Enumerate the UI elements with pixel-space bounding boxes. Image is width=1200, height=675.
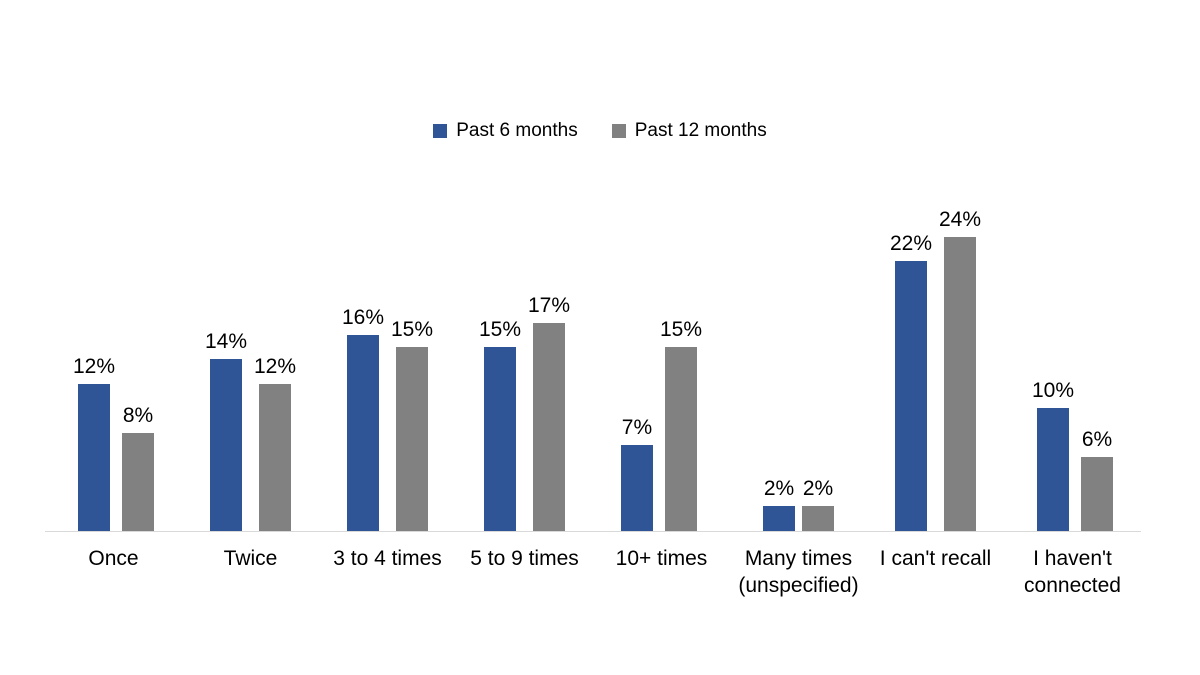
bar-group-3-to-4-times: 16% 15% (319, 190, 456, 531)
data-label-past-6-months: 16% (341, 305, 384, 329)
bar-pair: 14% 12% (205, 329, 296, 531)
category-axis: Once Twice 3 to 4 times 5 to 9 times 10+ tim… (45, 545, 1141, 600)
plot-area: 12% 8% 14% 12% 16% 15% 15% 17% 7% 15% 2% 2% 22% 24% 10… (45, 190, 1141, 532)
bar-column-past-6-months: 10% (1032, 378, 1074, 531)
category-label-i-haven-t-connected: I haven't connected (1024, 547, 1121, 598)
bar-past-12-months (944, 237, 977, 531)
bar-column-past-12-months: 2% (802, 476, 834, 531)
bar-group-5-to-9-times: 15% 17% (456, 190, 593, 531)
legend-item-past-6-months: Past 6 months (433, 120, 578, 142)
bar-past-12-months (122, 433, 155, 531)
bar-past-12-months (533, 323, 566, 531)
bar-past-12-months (665, 347, 697, 531)
bar-group-once: 12% 8% (45, 190, 182, 531)
bar-pair: 2% 2% (763, 476, 834, 531)
legend-item-past-12-months: Past 12 months (611, 120, 767, 142)
bar-pair: 16% 15% (342, 305, 433, 531)
legend: Past 6 months Past 12 months (0, 120, 1200, 142)
bar-column-past-12-months: 17% (528, 293, 570, 531)
bar-pair: 7% 15% (620, 317, 702, 531)
bar-group-i-can-t-recall: 22% 24% (867, 190, 1004, 531)
bar-past-6-months (1037, 408, 1069, 531)
bar-past-6-months (483, 347, 516, 531)
data-label-past-12-months: 24% (939, 207, 982, 231)
data-label-past-12-months: 17% (528, 293, 571, 317)
bar-past-6-months (894, 261, 927, 531)
bar-past-6-months (346, 335, 379, 531)
legend-label-past-6-months: Past 6 months (456, 120, 578, 141)
bar-pair: 10% 6% (1032, 378, 1114, 531)
category-label-once: Once (88, 547, 139, 570)
bar-past-6-months (209, 359, 242, 531)
bar-pair: 12% 8% (73, 354, 155, 531)
bar-column-past-12-months: 12% (254, 354, 296, 531)
legend-swatch-past-6-months-icon (433, 124, 448, 138)
legend-swatch-past-12-months-icon (611, 124, 626, 138)
bar-past-12-months (396, 347, 429, 531)
data-label-past-12-months: 2% (802, 476, 834, 500)
bar-column-past-6-months: 7% (620, 415, 653, 531)
data-label-past-12-months: 15% (659, 317, 703, 341)
data-label-past-6-months: 10% (1031, 378, 1075, 402)
bar-pair: 22% 24% (890, 207, 981, 531)
data-label-past-6-months: 2% (763, 476, 795, 500)
bar-column-past-12-months: 6% (1081, 427, 1114, 531)
bar-column-past-12-months: 15% (391, 317, 433, 531)
bar-past-6-months (620, 445, 653, 531)
bar-column-past-6-months: 22% (890, 231, 932, 531)
bar-column-past-6-months: 15% (479, 317, 521, 531)
category-label-many-times-unspecified: Many times (unspecified) (738, 547, 859, 598)
data-label-past-12-months: 8% (122, 403, 154, 427)
data-label-past-12-months: 15% (391, 317, 434, 341)
bar-past-12-months (1081, 457, 1114, 531)
bar-group-10-times: 7% 15% (593, 190, 730, 531)
bar-pair: 15% 17% (479, 293, 570, 531)
category-label-3-to-4-times: 3 to 4 times (333, 547, 442, 570)
data-label-past-12-months: 12% (254, 354, 297, 378)
bar-column-past-12-months: 24% (939, 207, 981, 531)
bar-past-6-months (78, 384, 110, 531)
category-label-i-can-t-recall: I can't recall (879, 547, 992, 570)
bar-past-12-months (802, 506, 834, 531)
bar-past-6-months (763, 506, 795, 531)
data-label-past-6-months: 15% (478, 317, 521, 341)
data-label-past-6-months: 12% (72, 354, 116, 378)
data-label-past-6-months: 14% (204, 329, 247, 353)
category-label-twice: Twice (223, 547, 278, 570)
bar-column-past-12-months: 8% (122, 403, 155, 531)
bar-past-12-months (259, 384, 292, 531)
data-label-past-6-months: 7% (621, 415, 653, 439)
bar-group-many-times-unspecified: 2% 2% (730, 190, 867, 531)
data-label-past-6-months: 22% (889, 231, 932, 255)
bar-column-past-6-months: 16% (342, 305, 384, 531)
bar-group-twice: 14% 12% (182, 190, 319, 531)
bar-column-past-6-months: 14% (205, 329, 247, 531)
bar-column-past-6-months: 2% (763, 476, 795, 531)
legend-label-past-12-months: Past 12 months (634, 120, 767, 141)
bar-group-i-haven-t-connected: 10% 6% (1004, 190, 1141, 531)
category-label-10-times: 10+ times (615, 547, 708, 570)
category-label-5-to-9-times: 5 to 9 times (470, 547, 579, 570)
bar-column-past-6-months: 12% (73, 354, 115, 531)
bar-column-past-12-months: 15% (660, 317, 702, 531)
data-label-past-12-months: 6% (1081, 427, 1113, 451)
